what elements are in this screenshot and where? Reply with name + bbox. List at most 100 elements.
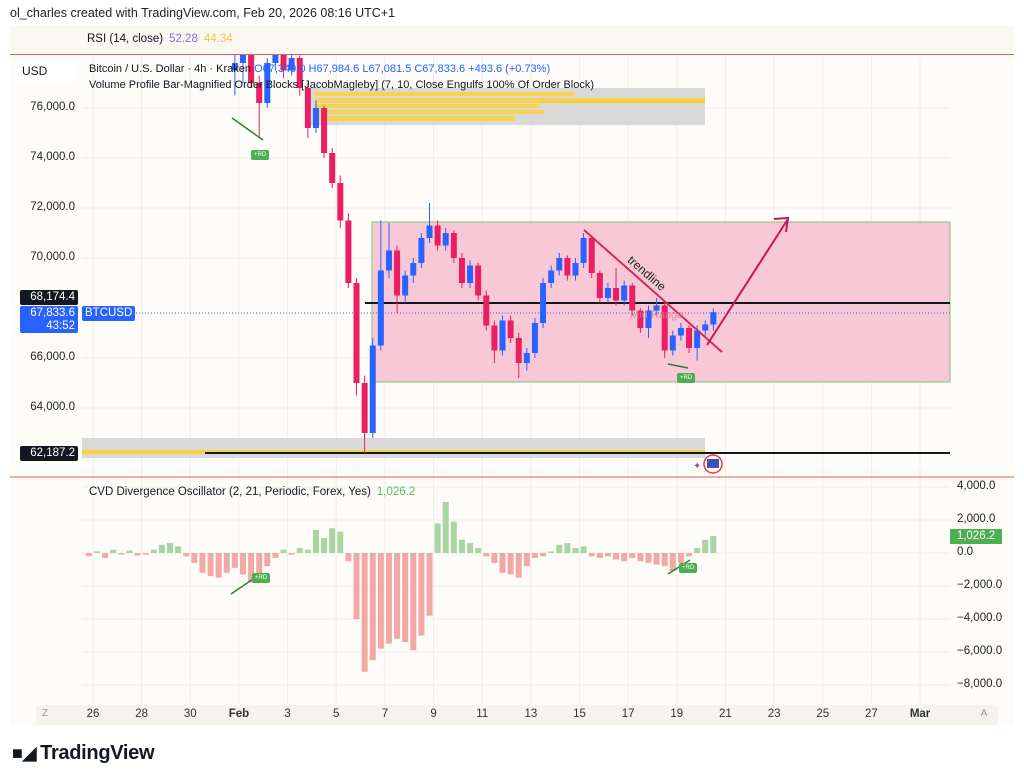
open-value: O67,340.0 (254, 63, 306, 75)
candle-body (507, 320, 514, 338)
cvd-bar (548, 551, 555, 553)
time-tick: 17 (621, 708, 635, 720)
rsi-pane[interactable] (10, 26, 1014, 55)
volume-profile-bar (315, 98, 705, 103)
candle-body (329, 153, 336, 183)
cvd-bar (118, 553, 125, 555)
cvd-bar (410, 553, 417, 651)
cvd-tick: −8,000.0 (957, 678, 1003, 690)
cvd-bar (94, 551, 100, 553)
candle-body (231, 63, 238, 71)
time-tick: 26 (86, 708, 100, 720)
cvd-bar (418, 553, 425, 636)
candle-body (369, 345, 376, 433)
cvd-bar (312, 529, 319, 553)
candle-body (296, 58, 303, 88)
price-tick: 72,000.0 (30, 201, 75, 213)
cvd-bar (564, 543, 571, 553)
time-tick: 19 (670, 708, 684, 720)
cvd-value-tag: 1,026.2 (950, 529, 1002, 544)
cvd-bar (102, 553, 109, 558)
cvd-bar (345, 553, 352, 562)
volume-profile-bar (540, 99, 705, 103)
candle-body (418, 238, 425, 263)
cvd-bar (329, 528, 336, 553)
cvd-bar (207, 553, 214, 577)
cvd-bar (442, 501, 449, 553)
us-flag-event-icon (707, 459, 719, 468)
zoom-button[interactable]: Z (41, 708, 49, 719)
tradingview-logo[interactable]: ■◢ TradingView (12, 742, 155, 765)
candle-body (604, 288, 611, 298)
cvd-bar (158, 544, 165, 553)
mid-range-label: Mid Range (630, 309, 684, 321)
candle-body (621, 285, 628, 301)
cvd-bar (385, 553, 392, 644)
candle-body (629, 285, 636, 311)
divergence-line (667, 363, 689, 369)
volume-profile-legend: Volume Profile Bar-Magnified Order Block… (89, 79, 595, 91)
cvd-bar (304, 549, 311, 553)
cvd-bar (588, 553, 595, 557)
cvd-tick: 0.0 (957, 546, 973, 558)
candle-body (564, 258, 571, 276)
candle-body (442, 233, 449, 246)
candle-body (345, 220, 352, 283)
order-block-bullish (82, 438, 705, 458)
symbol-tag: BTCUSD (82, 306, 136, 321)
price-tick: 74,000.0 (30, 151, 75, 163)
cvd-bar (483, 553, 490, 557)
volume-profile-bar (315, 92, 575, 96)
rsi-title: RSI (14, close) (87, 33, 164, 45)
time-tick: 27 (864, 708, 878, 720)
cvd-bar (434, 523, 441, 553)
cvd-bar (239, 553, 246, 575)
cvd-bar (515, 553, 522, 578)
candle-body (645, 310, 652, 328)
time-tick: 3 (284, 708, 291, 720)
cvd-bar (621, 553, 628, 562)
candle-body (475, 265, 482, 296)
candle-body (410, 263, 417, 276)
cvd-tick: −2,000.0 (957, 579, 1003, 591)
cvd-bar (637, 553, 644, 562)
cvd-bar (361, 553, 368, 672)
cvd-bar (507, 553, 514, 575)
candle-body (458, 258, 465, 283)
candle-body (483, 295, 490, 326)
cvd-bar (491, 553, 498, 563)
cvd-bar (142, 553, 149, 555)
last-price: 67,833.6 (30, 307, 75, 319)
candle-body (280, 55, 287, 71)
cvd-bar (353, 553, 360, 619)
cvd-bar (321, 538, 328, 553)
close-value: C67,833.6 (414, 63, 466, 75)
cvd-tick: −4,000.0 (957, 612, 1003, 624)
candle-body (434, 225, 441, 246)
candle-body (653, 305, 660, 311)
candle-body (402, 275, 409, 296)
time-tick: 21 (719, 708, 732, 720)
rsi-legend: RSI (14, close) 52.28 44.34 (87, 33, 233, 45)
cvd-bar (613, 553, 620, 560)
cvd-bar (580, 546, 587, 553)
chart-credit: ol_charles created with TradingView.com,… (10, 6, 396, 20)
time-tick: 30 (183, 708, 197, 720)
currency-button[interactable]: USD (16, 60, 76, 82)
cvd-bar (377, 553, 384, 649)
candle-body (677, 328, 684, 336)
candle-body (669, 335, 676, 351)
candle-body (377, 270, 384, 346)
candle-body (361, 383, 368, 433)
time-axis[interactable] (36, 705, 998, 725)
candle-body (239, 55, 246, 63)
tradingview-logo-icon: ■◢ (12, 743, 37, 763)
candle-body (572, 263, 579, 276)
auto-scale-button[interactable]: A (980, 708, 988, 719)
rsi-ma-value: 44.34 (203, 33, 233, 45)
candle-body (304, 88, 311, 128)
cvd-bar (710, 536, 717, 553)
candle-body (288, 58, 295, 71)
bar-countdown: 43:52 (46, 320, 75, 332)
